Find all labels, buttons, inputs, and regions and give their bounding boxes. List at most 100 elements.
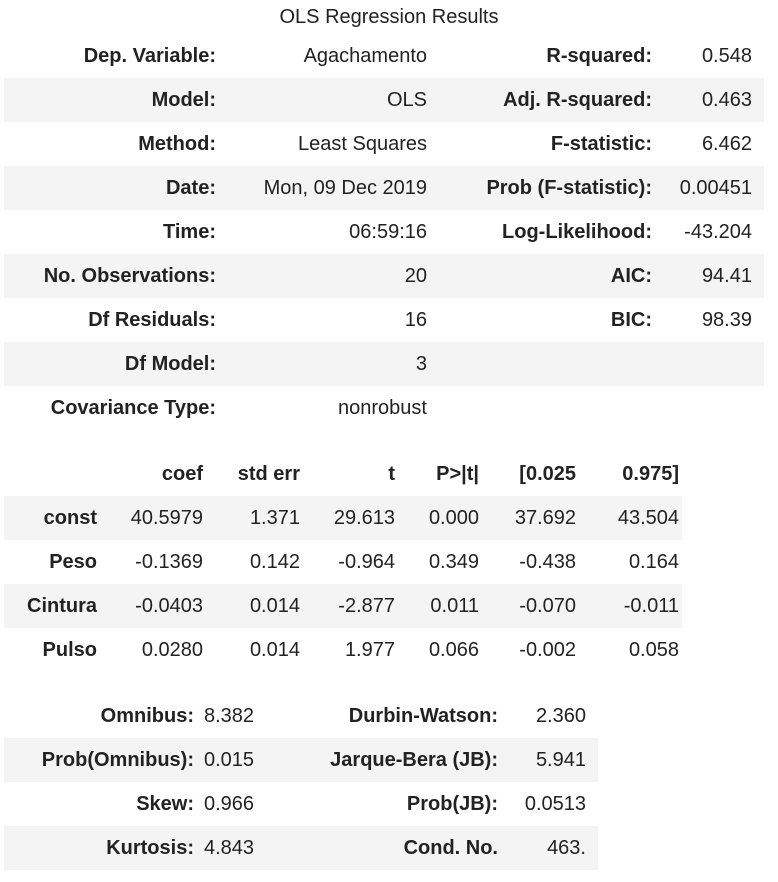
table-title: OLS Regression Results [279, 6, 499, 28]
variable-name: Peso [49, 551, 97, 573]
summary-label: Adj. R-squared: [503, 89, 652, 111]
column-header: [0.025 [519, 463, 576, 485]
std-err-value: 0.142 [249, 551, 300, 573]
diagnostic-label: Omnibus: [100, 705, 194, 727]
summary-row: Model: OLS Adj. R-squared: 0.463 [4, 78, 764, 122]
ci-upper-value: -0.011 [623, 595, 679, 617]
summary-label: Df Model: [124, 353, 216, 375]
summary-value: 0.00451 [679, 177, 752, 199]
summary-value: 20 [404, 265, 427, 287]
summary-label: Df Residuals: [88, 309, 216, 331]
summary-label: Date: [165, 177, 216, 199]
summary-value: -43.204 [684, 221, 752, 243]
column-header [4, 452, 100, 496]
summary-label: Prob (F-statistic): [486, 177, 652, 199]
diagnostic-value: 5.941 [535, 749, 586, 771]
summary-value: 0.548 [701, 45, 752, 67]
summary-label: BIC: [610, 309, 652, 331]
ci-lower-value: -0.070 [519, 595, 576, 617]
table-row: const 40.5979 1.371 29.613 0.000 37.692 … [4, 496, 682, 540]
diagnostics-row: Kurtosis: 4.843 Cond. No. 463. [4, 826, 598, 870]
summary-row: Method: Least Squares F-statistic: 6.462 [4, 122, 764, 166]
summary-value: nonrobust [338, 397, 427, 419]
summary-label: Method: [138, 133, 216, 155]
summary-value [652, 386, 764, 430]
model-summary-table: Dep. Variable: Agachamento R-squared: 0.… [4, 34, 764, 430]
summary-label: AIC: [610, 265, 652, 287]
column-header: coef [161, 463, 203, 485]
t-value: 29.613 [333, 507, 395, 529]
summary-value: 6.462 [701, 133, 752, 155]
summary-label [431, 342, 652, 386]
variable-name: Cintura [27, 595, 97, 617]
table-row: Peso -0.1369 0.142 -0.964 0.349 -0.438 0… [4, 540, 682, 584]
ci-lower-value: 37.692 [514, 507, 576, 529]
diagnostics-row: Skew: 0.966 Prob(JB): 0.0513 [4, 782, 598, 826]
diagnostic-label: Prob(Omnibus): [41, 749, 194, 771]
coef-value: -0.1369 [135, 551, 203, 573]
summary-label: No. Observations: [43, 265, 216, 287]
diagnostic-label: Prob(JB): [406, 793, 498, 815]
diagnostic-label: Skew: [136, 793, 194, 815]
ci-upper-value: 0.058 [628, 639, 679, 661]
ci-upper-value: 43.504 [617, 507, 679, 529]
std-err-value: 1.371 [249, 507, 300, 529]
p-value: 0.011 [430, 595, 479, 617]
summary-value [652, 342, 764, 386]
variable-name: const [43, 507, 97, 529]
p-value: 0.349 [428, 551, 479, 573]
summary-row: Time: 06:59:16 Log-Likelihood: -43.204 [4, 210, 764, 254]
diagnostic-value: 463. [547, 837, 586, 859]
summary-label: Dep. Variable: [83, 45, 216, 67]
ci-upper-value: 0.164 [628, 551, 679, 573]
summary-label: R-squared: [546, 45, 652, 67]
summary-label [431, 386, 652, 430]
diagnostic-value: 0.0513 [524, 793, 586, 815]
t-value: -0.964 [338, 551, 395, 573]
diagnostic-label: Kurtosis: [106, 837, 194, 859]
std-err-value: 0.014 [249, 639, 300, 661]
diagnostic-label: Durbin-Watson: [348, 705, 498, 727]
p-value: 0.066 [428, 639, 479, 661]
ci-lower-value: -0.002 [519, 639, 576, 661]
summary-label: Model: [151, 89, 216, 111]
diagnostics-table: Omnibus: 8.382 Durbin-Watson: 2.360 Prob… [4, 694, 598, 870]
summary-label: Log-Likelihood: [502, 221, 652, 243]
variable-name: Pulso [42, 639, 97, 661]
std-err-value: 0.014 [249, 595, 300, 617]
summary-value: Agachamento [303, 45, 427, 67]
coef-value: 0.0280 [141, 639, 203, 661]
column-header: P>|t| [436, 463, 479, 485]
diagnostic-value: 0.015 [204, 749, 255, 771]
summary-row: Df Residuals: 16 BIC: 98.39 [4, 298, 764, 342]
summary-value: 98.39 [701, 309, 752, 331]
summary-value: 0.463 [701, 89, 752, 111]
summary-label: Time: [163, 221, 216, 243]
summary-value: OLS [386, 89, 427, 111]
summary-row: Df Model: 3 [4, 342, 764, 386]
summary-label: F-statistic: [550, 133, 652, 155]
coef-value: -0.0403 [135, 595, 203, 617]
summary-row: Date: Mon, 09 Dec 2019 Prob (F-statistic… [4, 166, 764, 210]
ci-lower-value: -0.438 [519, 551, 576, 573]
diagnostic-value: 0.966 [204, 793, 255, 815]
coefficients-table: coef std err t P>|t| [0.025 0.975] const… [4, 452, 682, 672]
table-row: Cintura -0.0403 0.014 -2.877 0.011 -0.07… [4, 584, 682, 628]
table-row: Pulso 0.0280 0.014 1.977 0.066 -0.002 0.… [4, 628, 682, 672]
summary-row: Covariance Type: nonrobust [4, 386, 764, 430]
summary-value: Least Squares [298, 133, 427, 155]
diagnostic-label: Jarque-Bera (JB): [330, 749, 498, 771]
t-value: 1.977 [344, 639, 395, 661]
diagnostics-row: Prob(Omnibus): 0.015 Jarque-Bera (JB): 5… [4, 738, 598, 782]
summary-value: 06:59:16 [349, 221, 427, 243]
column-header: 0.975] [622, 463, 679, 485]
coef-value: 40.5979 [130, 507, 203, 529]
column-header: t [388, 463, 395, 485]
coefficients-header-row: coef std err t P>|t| [0.025 0.975] [4, 452, 682, 496]
column-header: std err [237, 463, 300, 485]
diagnostic-value: 8.382 [204, 705, 255, 727]
summary-row: Dep. Variable: Agachamento R-squared: 0.… [4, 34, 764, 78]
summary-value: 16 [404, 309, 427, 331]
summary-value: 3 [415, 353, 427, 375]
diagnostics-row: Omnibus: 8.382 Durbin-Watson: 2.360 [4, 694, 598, 738]
